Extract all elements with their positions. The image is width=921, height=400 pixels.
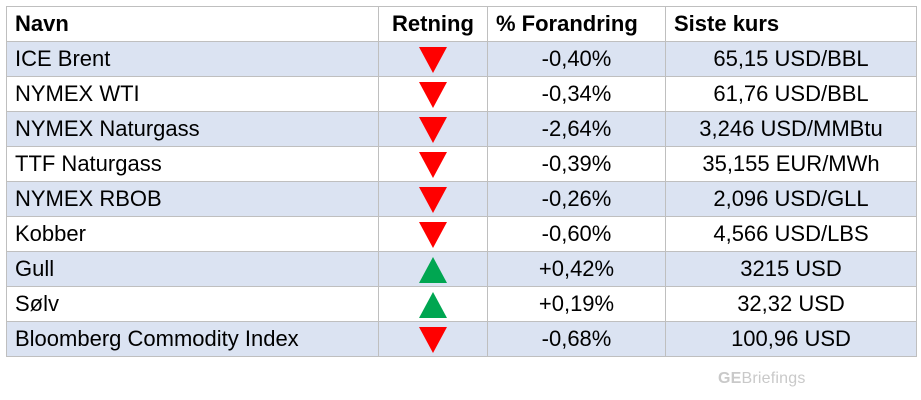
brand-prefix: GE (718, 370, 742, 387)
header-change: % Forandring (487, 6, 666, 42)
direction-cell (378, 41, 488, 77)
commodity-name: NYMEX WTI (6, 76, 379, 112)
arrow-down-icon (419, 221, 447, 248)
table-row: Bloomberg Commodity Index -0,68% 100,96 US… (6, 321, 917, 357)
last-price: 3,246 USD/MMBtu (665, 111, 917, 147)
arrow-down-icon (419, 46, 447, 73)
table-row: Kobber -0,60% 4,566 USD/LBS (6, 216, 917, 252)
percent-change: +0,42% (487, 251, 666, 287)
direction-cell (378, 76, 488, 112)
arrow-up-icon (419, 291, 447, 318)
arrow-down-icon (419, 81, 447, 108)
table-row: Sølv +0,19% 32,32 USD (6, 286, 917, 322)
last-price: 2,096 USD/GLL (665, 181, 917, 217)
commodity-name: Sølv (6, 286, 379, 322)
commodity-name: Kobber (6, 216, 379, 252)
commodity-name: TTF Naturgass (6, 146, 379, 182)
direction-cell (378, 216, 488, 252)
table-row: Gull +0,42% 3215 USD (6, 251, 917, 287)
direction-cell (378, 286, 488, 322)
arrow-down-icon (419, 151, 447, 178)
brand-watermark: GEBriefings (718, 370, 806, 388)
percent-change: -0,39% (487, 146, 666, 182)
percent-change: -0,34% (487, 76, 666, 112)
direction-cell (378, 251, 488, 287)
percent-change: -0,68% (487, 321, 666, 357)
percent-change: -0,60% (487, 216, 666, 252)
last-price: 3215 USD (665, 251, 917, 287)
commodity-name: NYMEX Naturgass (6, 111, 379, 147)
arrow-up-icon (419, 256, 447, 283)
brand-suffix: Briefings (741, 370, 806, 387)
direction-cell (378, 111, 488, 147)
table-row: ICE Brent -0,40% 65,15 USD/BBL (6, 41, 917, 77)
commodities-table: Navn Retning % Forandring Siste kurs ICE… (6, 6, 917, 357)
commodity-name: NYMEX RBOB (6, 181, 379, 217)
direction-cell (378, 181, 488, 217)
last-price: 61,76 USD/BBL (665, 76, 917, 112)
percent-change: +0,19% (487, 286, 666, 322)
table-row: NYMEX Naturgass -2,64% 3,246 USD/MMBtu (6, 111, 917, 147)
commodity-name: Bloomberg Commodity Index (6, 321, 379, 357)
table-row: NYMEX WTI -0,34% 61,76 USD/BBL (6, 76, 917, 112)
percent-change: -0,40% (487, 41, 666, 77)
arrow-down-icon (419, 116, 447, 143)
direction-cell (378, 146, 488, 182)
table-body: ICE Brent -0,40% 65,15 USD/BBL NYMEX WTI -0,… (6, 41, 917, 357)
table-row: NYMEX RBOB -0,26% 2,096 USD/GLL (6, 181, 917, 217)
header-direction: Retning (378, 6, 488, 42)
table-row: TTF Naturgass -0,39% 35,155 EUR/MWh (6, 146, 917, 182)
last-price: 65,15 USD/BBL (665, 41, 917, 77)
header-price: Siste kurs (665, 6, 917, 42)
arrow-down-icon (419, 326, 447, 353)
last-price: 35,155 EUR/MWh (665, 146, 917, 182)
percent-change: -0,26% (487, 181, 666, 217)
table-header-row: Navn Retning % Forandring Siste kurs (6, 6, 917, 42)
direction-cell (378, 321, 488, 357)
arrow-down-icon (419, 186, 447, 213)
commodity-name: Gull (6, 251, 379, 287)
header-name: Navn (6, 6, 379, 42)
commodity-name: ICE Brent (6, 41, 379, 77)
last-price: 4,566 USD/LBS (665, 216, 917, 252)
percent-change: -2,64% (487, 111, 666, 147)
last-price: 100,96 USD (665, 321, 917, 357)
last-price: 32,32 USD (665, 286, 917, 322)
